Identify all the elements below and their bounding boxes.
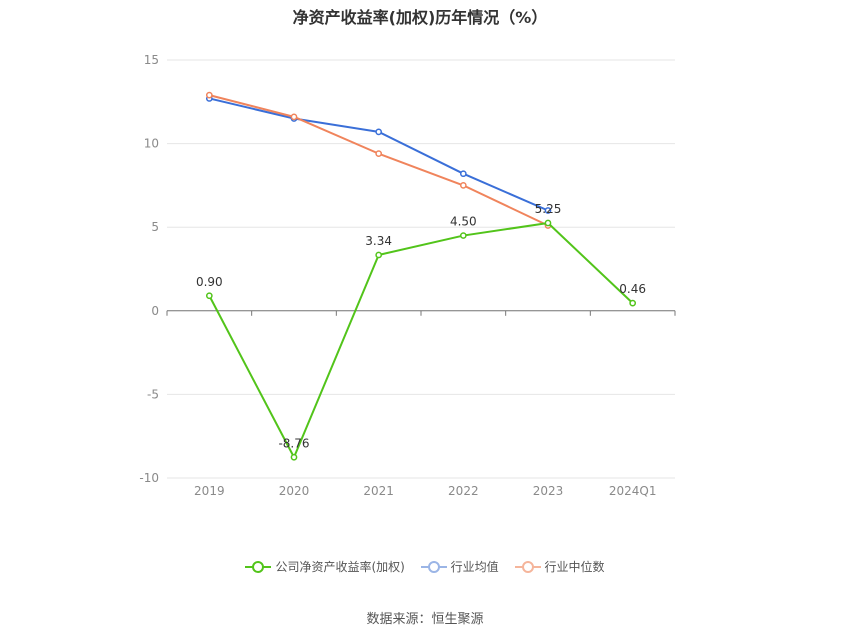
x-tick-label: 2022 (448, 484, 479, 498)
data-point (290, 453, 298, 461)
data-point (459, 232, 467, 239)
data-point (375, 128, 383, 136)
y-tick-label: -10 (139, 471, 159, 485)
line-chart: 15 10 5 0 -5 -10 2019 2020 2021 2022 2023 2024Q1 0.… (139, 53, 676, 498)
legend-label: 公司净资产收益率(加权) (275, 560, 405, 574)
data-point (205, 91, 213, 99)
legend-item-industry-average[interactable]: 行业均值 (420, 558, 499, 575)
grid-lines (167, 59, 675, 479)
y-tick-label: 10 (144, 137, 159, 151)
legend-marker-icon (514, 560, 541, 574)
legend-marker-icon (420, 560, 447, 574)
data-label: -8.76 (278, 436, 309, 450)
legend: 公司净资产收益率(加权) 行业均值 行业中位数 (0, 558, 850, 577)
y-tick-label: 0 (151, 304, 159, 318)
data-point (544, 219, 552, 227)
data-point (459, 170, 467, 178)
y-tick-label: 5 (151, 220, 159, 234)
legend-label: 行业中位数 (544, 560, 605, 574)
data-point (290, 113, 298, 121)
legend-marker-icon (245, 560, 272, 574)
data-point (629, 299, 637, 307)
data-source-note: 数据来源：恒生聚源 (366, 612, 484, 627)
data-point (459, 182, 467, 189)
data-point (544, 207, 552, 214)
legend-item-industry-median[interactable]: 行业中位数 (514, 558, 605, 575)
data-label: 5.25 (535, 202, 562, 216)
data-point (375, 150, 383, 157)
legend-label: 行业均值 (450, 560, 499, 574)
data-label: 4.50 (450, 215, 477, 229)
data-label: 3.34 (365, 234, 392, 248)
data-labels: 0.90 -8.76 3.34 4.50 5.25 0.46 (196, 202, 646, 450)
data-point (375, 251, 383, 259)
series-line (208, 222, 634, 459)
data-label: 0.46 (619, 282, 646, 296)
data-point (205, 292, 213, 300)
x-tick-label: 2024Q1 (609, 484, 657, 498)
y-tick-label: -5 (147, 387, 159, 401)
x-tick-label: 2021 (363, 484, 394, 498)
x-tick-label: 2023 (533, 484, 564, 498)
x-tick-label: 2019 (194, 484, 225, 498)
y-tick-label: 15 (144, 53, 159, 67)
x-tick-label: 2020 (279, 484, 310, 498)
series-layer (205, 91, 637, 461)
data-label: 0.90 (196, 275, 223, 289)
series-line (209, 94, 549, 227)
chart-title: 净资产收益率(加权)历年情况（%） (292, 8, 548, 27)
axes: 15 10 5 0 -5 -10 2019 2020 2021 2022 2023 2024Q1 (139, 53, 676, 498)
legend-item-company-roe[interactable]: 公司净资产收益率(加权) (245, 558, 405, 575)
